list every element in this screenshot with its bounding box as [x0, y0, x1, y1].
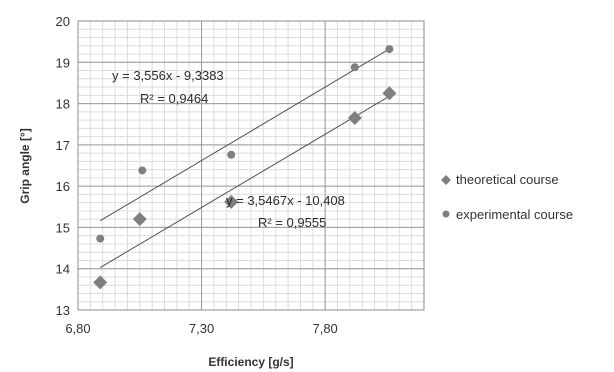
data-points [93, 45, 397, 290]
plot-border [77, 20, 425, 311]
data-point-theoretical [224, 194, 239, 209]
y-tick-label: 14 [56, 262, 70, 277]
legend-label-experimental: experimental course [456, 207, 573, 222]
y-tick-label: 19 [56, 55, 70, 70]
x-tick-label: 7,80 [312, 321, 337, 336]
legend-diamond-icon [441, 175, 451, 185]
legend: theoretical course experimental course [441, 172, 573, 222]
x-tick-label: 6,80 [65, 321, 90, 336]
y-axis-title: Grip angle [°] [18, 128, 32, 203]
y-tick-label: 17 [56, 138, 70, 153]
trendline-theoretical [99, 95, 390, 268]
data-point-experimental [385, 45, 394, 54]
y-tick-label: 18 [56, 97, 70, 112]
legend-circle-icon [442, 210, 450, 218]
trend-annotation-theoretical-equation: y = 3,5467x - 10,408 [226, 193, 345, 208]
y-tick-label: 15 [56, 220, 70, 235]
data-point-experimental [350, 63, 359, 72]
y-tick-label: 20 [56, 14, 70, 29]
x-tick-labels: 6,80 7,30 7,80 [65, 321, 337, 336]
trend-annotation-experimental-r2: R² = 0,9464 [140, 91, 208, 106]
y-tick-label: 16 [56, 179, 70, 194]
data-point-experimental [227, 150, 236, 159]
y-tick-labels: 13 14 15 16 17 18 19 20 [56, 14, 70, 318]
y-tick-label: 13 [56, 303, 70, 318]
trend-annotation-experimental-equation: y = 3,556x - 9,3383 [112, 68, 224, 83]
data-point-theoretical [347, 111, 362, 126]
data-point-theoretical [132, 212, 147, 227]
trendlines [99, 48, 390, 268]
trend-annotation-theoretical-r2: R² = 0,9555 [258, 215, 326, 230]
data-point-theoretical [93, 275, 108, 290]
x-axis-title: Efficiency [g/s] [208, 355, 293, 369]
data-point-theoretical [382, 86, 397, 101]
trendline-experimental [99, 48, 390, 222]
data-point-experimental [138, 166, 147, 175]
legend-label-theoretical: theoretical course [456, 172, 559, 187]
data-point-experimental [96, 234, 105, 243]
x-tick-label: 7,30 [189, 321, 214, 336]
